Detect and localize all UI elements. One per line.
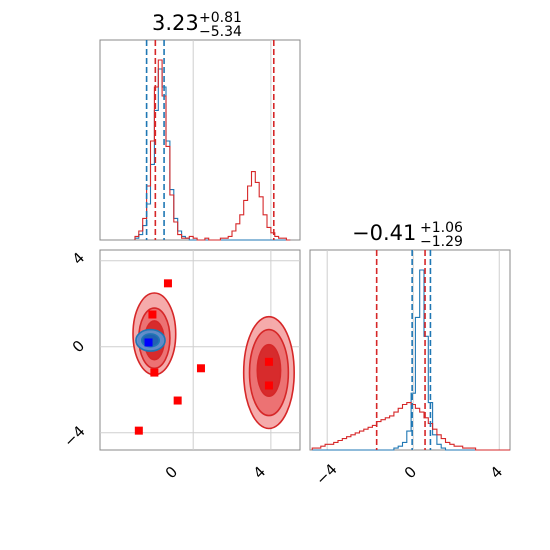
y-tick-label-4: 4 bbox=[69, 249, 88, 268]
title-main-value: −0.41 bbox=[352, 221, 416, 245]
panel-title: 3.23 +0.81 −5.34 bbox=[152, 10, 242, 40]
title-main-value: 3.23 bbox=[152, 11, 199, 35]
red-point-7 bbox=[264, 381, 273, 390]
x-tick-label-4: 4 bbox=[250, 463, 269, 482]
quantile-lines bbox=[145, 40, 275, 240]
bottom-left-scatter-panel: 0 4 4 0 −4 bbox=[60, 249, 301, 482]
axis-ticks: −4 0 4 bbox=[312, 460, 506, 488]
x-tick-label-0: 0 bbox=[401, 463, 420, 482]
plot-area-frame bbox=[309, 249, 511, 451]
top-left-histogram-panel: 3.23 +0.81 −5.34 bbox=[99, 10, 301, 241]
x-tick-label-4: 4 bbox=[487, 463, 506, 482]
contour-level-5 bbox=[256, 343, 282, 398]
histogram-series-0 bbox=[312, 269, 510, 451]
quantile-lines bbox=[375, 250, 432, 450]
bottom-right-histogram-panel: −0.41 +1.06 −1.29 −4 0 4 bbox=[309, 220, 511, 489]
x-tick-label-0: 0 bbox=[162, 463, 181, 482]
grid-lines bbox=[326, 250, 500, 450]
x-tick-label-neg4: −4 bbox=[312, 460, 340, 488]
title-plus-error: +0.81 bbox=[199, 10, 242, 26]
red-point-3 bbox=[173, 396, 182, 405]
red-point-4 bbox=[196, 364, 205, 373]
y-tick-label-0: 0 bbox=[69, 337, 88, 356]
series-group bbox=[134, 59, 291, 241]
plot-area-frame bbox=[99, 39, 301, 241]
histogram-series-1 bbox=[134, 59, 291, 241]
scatter-points bbox=[134, 279, 273, 435]
series-group bbox=[311, 269, 510, 451]
blue-point-0 bbox=[144, 338, 153, 347]
red-point-2 bbox=[150, 368, 159, 377]
title-minus-error: −5.34 bbox=[199, 24, 242, 40]
panel-title: −0.41 +1.06 −1.29 bbox=[352, 220, 463, 250]
title-minus-error: −1.29 bbox=[420, 234, 463, 250]
red-point-6 bbox=[264, 357, 273, 366]
red-point-5 bbox=[134, 426, 143, 435]
histogram-series-1 bbox=[311, 402, 510, 451]
red-point-0 bbox=[163, 279, 172, 288]
title-plus-error: +1.06 bbox=[420, 220, 463, 236]
grid-lines bbox=[192, 40, 272, 240]
y-tick-label-neg4: −4 bbox=[60, 422, 88, 450]
red-point-1 bbox=[148, 310, 157, 319]
